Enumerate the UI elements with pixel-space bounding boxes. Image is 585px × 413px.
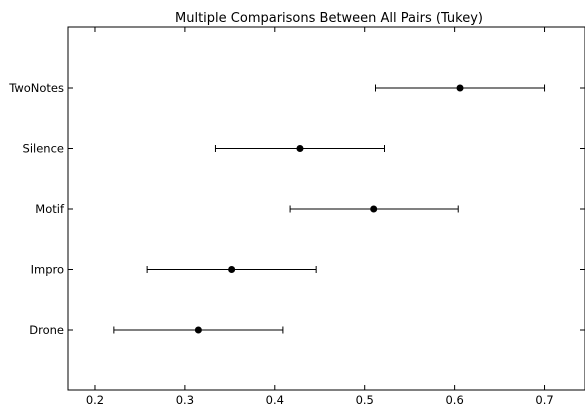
mean-point-motif — [370, 205, 378, 213]
x-tick-label: 0.4 — [266, 393, 284, 407]
y-tick-label-impro: Impro — [31, 263, 64, 277]
y-tick-label-motif: Motif — [35, 202, 65, 216]
mean-point-silence — [296, 145, 304, 152]
x-tick-label: 0.7 — [535, 393, 553, 407]
mean-point-twonotes — [456, 84, 464, 92]
x-tick-label: 0.3 — [176, 393, 194, 407]
x-tick-label: 0.6 — [445, 393, 463, 407]
x-tick-label: 0.2 — [86, 393, 104, 407]
chart-title: Multiple Comparisons Between All Pairs (… — [175, 11, 483, 26]
mean-point-drone — [194, 326, 202, 334]
y-tick-label-drone: Drone — [29, 323, 64, 337]
mean-point-impro — [228, 266, 236, 273]
plot-area: 0.2 0.3 0.4 0.5 0.6 0.7 TwoNotes Silence Motif Im… — [8, 26, 585, 407]
y-tick-label-silence: Silence — [23, 142, 64, 156]
y-tick-label-twonotes: TwoNotes — [8, 81, 64, 95]
x-tick-label: 0.5 — [356, 393, 374, 407]
